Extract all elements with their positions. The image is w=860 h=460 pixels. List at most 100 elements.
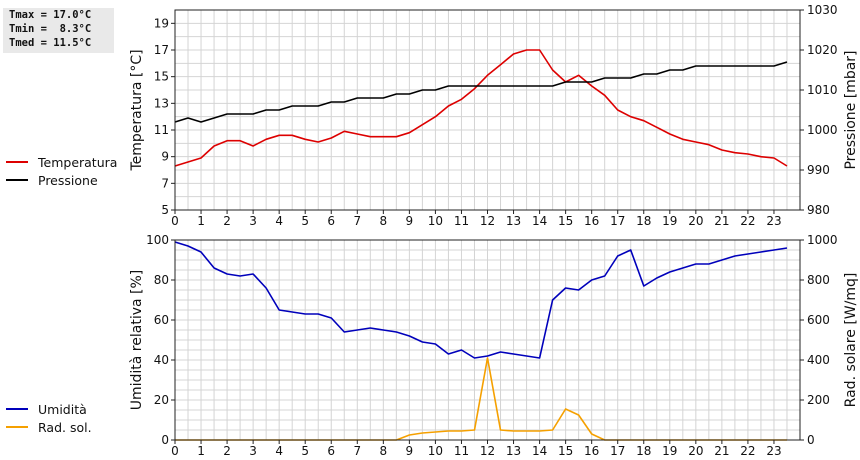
tmax-label: Tmax = 17.0°C — [9, 9, 92, 21]
legend-label-temperatura: Temperatura — [38, 154, 118, 170]
y-left-tick-label: 11 — [154, 123, 169, 137]
legend-swatch-umidita — [6, 408, 28, 410]
y-left-tick-label: 5 — [161, 203, 169, 217]
y-left-tick-label: 80 — [154, 273, 169, 287]
x-tick-label: 15 — [558, 444, 573, 458]
x-tick-label: 5 — [301, 214, 309, 228]
x-tick-label: 6 — [327, 444, 335, 458]
y-right-tick-label: 600 — [807, 313, 830, 327]
y-left-tick-label: 0 — [161, 433, 169, 447]
x-tick-label: 21 — [714, 214, 729, 228]
x-tick-label: 13 — [506, 444, 521, 458]
tmin-label: Tmin = 8.3°C — [9, 23, 92, 35]
y-right-axis-title: Rad. solare [W/mq] — [843, 273, 859, 408]
chart-panel-top: 0 1 2 3 4 5 6 7 8 9 10 11 12 13 14 15 16 17 18 19 20 21 22 2357… — [129, 3, 859, 228]
y-right-tick-label: 1000 — [807, 123, 838, 137]
y-right-tick-label: 800 — [807, 273, 830, 287]
y-right-tick-label: 400 — [807, 353, 830, 367]
x-tick-label: 2 — [223, 444, 231, 458]
y-right-tick-label: 1030 — [807, 3, 838, 17]
x-tick-label: 16 — [584, 444, 599, 458]
x-tick-label: 23 — [766, 444, 781, 458]
x-tick-label: 11 — [454, 444, 469, 458]
x-tick-label: 12 — [480, 444, 495, 458]
x-tick-label: 19 — [662, 214, 677, 228]
series-line-umidit- — [174, 241, 788, 359]
x-tick-label: 6 — [327, 214, 335, 228]
legend-swatch-temperatura — [6, 161, 28, 163]
series-line-temperatura — [174, 49, 788, 167]
legend-item-pressione: Pressione — [6, 171, 117, 189]
chart-panel-bottom: 0 1 2 3 4 5 6 7 8 9 10 11 12 13 14 15 16 17 18 19 20 21 22 2302… — [129, 233, 859, 458]
legend-bottom: Umidità Rad. sol. — [6, 400, 92, 436]
x-tick-label: 10 — [428, 444, 443, 458]
x-tick-label: 17 — [610, 444, 625, 458]
y-right-tick-label: 1010 — [807, 83, 838, 97]
x-tick-label: 0 — [171, 444, 179, 458]
x-tick-label: 18 — [636, 214, 651, 228]
x-tick-label: 7 — [353, 214, 361, 228]
y-left-tick-label: 7 — [161, 176, 169, 190]
x-tick-label: 19 — [662, 444, 677, 458]
legend-label-radsol: Rad. sol. — [38, 419, 92, 435]
x-tick-label: 21 — [714, 444, 729, 458]
y-left-tick-label: 19 — [154, 16, 169, 30]
legend-label-pressione: Pressione — [38, 172, 98, 188]
x-tick-label: 7 — [353, 444, 361, 458]
series-line-pressione — [174, 61, 788, 123]
x-tick-label: 4 — [275, 214, 283, 228]
y-left-tick-label: 17 — [154, 43, 169, 57]
x-tick-label: 0 — [171, 214, 179, 228]
y-left-tick-label: 15 — [154, 70, 169, 84]
x-tick-label: 15 — [558, 214, 573, 228]
x-tick-label: 1 — [197, 444, 205, 458]
x-tick-label: 8 — [380, 444, 388, 458]
y-right-tick-label: 200 — [807, 393, 830, 407]
x-tick-label: 17 — [610, 214, 625, 228]
legend-swatch-radsol — [6, 426, 28, 428]
legend-top: Temperatura Pressione — [6, 153, 117, 189]
x-tick-label: 3 — [249, 444, 257, 458]
y-left-tick-label: 60 — [154, 313, 169, 327]
legend-item-temperatura: Temperatura — [6, 153, 117, 171]
x-tick-label: 8 — [380, 214, 388, 228]
x-tick-label: 22 — [740, 444, 755, 458]
y-right-tick-label: 1020 — [807, 43, 838, 57]
y-right-tick-label: 980 — [807, 203, 830, 217]
x-tick-label: 9 — [406, 444, 414, 458]
x-tick-label: 11 — [454, 214, 469, 228]
y-left-tick-label: 40 — [154, 353, 169, 367]
x-tick-label: 12 — [480, 214, 495, 228]
y-right-tick-label: 1000 — [807, 233, 838, 247]
x-tick-label: 10 — [428, 214, 443, 228]
x-tick-label: 4 — [275, 444, 283, 458]
y-left-tick-label: 100 — [146, 233, 169, 247]
legend-item-umidita: Umidità — [6, 400, 92, 418]
legend-label-umidita: Umidità — [38, 401, 87, 417]
y-right-tick-label: 990 — [807, 163, 830, 177]
y-left-tick-label: 9 — [161, 150, 169, 164]
y-right-tick-label: 0 — [807, 433, 815, 447]
x-tick-label: 3 — [249, 214, 257, 228]
x-tick-label: 14 — [532, 444, 547, 458]
x-tick-label: 14 — [532, 214, 547, 228]
x-tick-label: 13 — [506, 214, 521, 228]
legend-swatch-pressione — [6, 179, 28, 181]
y-left-axis-title: Temperatura [°C] — [129, 49, 145, 171]
y-left-axis-title: Umidità relativa [%] — [129, 270, 145, 411]
x-tick-label: 2 — [223, 214, 231, 228]
y-right-axis-title: Pressione [mbar] — [843, 50, 859, 169]
x-tick-label: 23 — [766, 214, 781, 228]
tmed-label: Tmed = 11.5°C — [9, 37, 92, 49]
legend-item-radsol: Rad. sol. — [6, 418, 92, 436]
x-tick-label: 9 — [406, 214, 414, 228]
x-tick-label: 16 — [584, 214, 599, 228]
x-tick-label: 5 — [301, 444, 309, 458]
x-tick-label: 1 — [197, 214, 205, 228]
x-tick-label: 22 — [740, 214, 755, 228]
y-left-tick-label: 13 — [154, 96, 169, 110]
stats-box: Tmax = 17.0°C Tmin = 8.3°C Tmed = 11.5°C — [3, 8, 114, 53]
x-tick-label: 18 — [636, 444, 651, 458]
x-tick-label: 20 — [688, 214, 703, 228]
